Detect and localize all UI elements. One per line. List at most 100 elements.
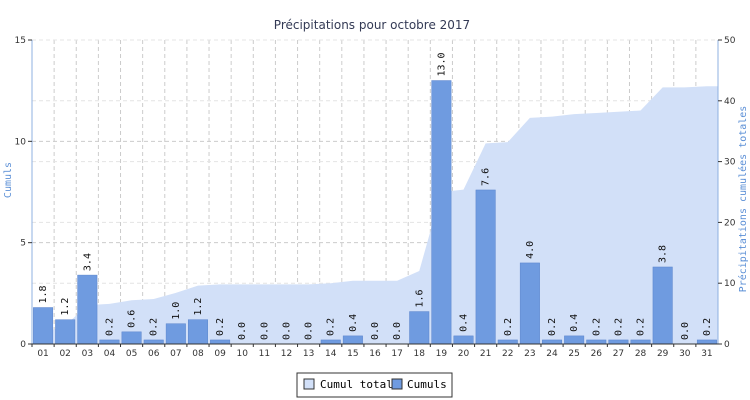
x-tick-label: 26: [591, 349, 603, 359]
bar-18: [409, 311, 430, 345]
x-tick-label: 29: [657, 349, 669, 359]
value-label-24: 0.2: [547, 318, 558, 336]
value-label-08: 1.2: [193, 298, 204, 316]
value-label-18: 1.6: [414, 290, 425, 308]
value-label-31: 0.2: [702, 318, 713, 336]
x-tick-label: 18: [414, 349, 426, 359]
bar-29: [652, 266, 673, 345]
value-label-25: 0.4: [569, 314, 580, 332]
y2-tick-label: 10: [724, 279, 736, 289]
value-label-29: 3.8: [658, 245, 669, 263]
value-label-01: 1.8: [38, 285, 49, 303]
cumul-total-area: [32, 86, 718, 344]
legend: Cumul total Cumuls: [296, 372, 453, 398]
bar-08: [187, 319, 208, 345]
y-tick-label: 5: [20, 239, 26, 249]
x-tick-label: 07: [170, 349, 181, 359]
value-label-03: 3.4: [82, 253, 93, 271]
x-tick-label: 12: [281, 349, 292, 359]
bar-25: [564, 335, 585, 345]
value-label-11: 0.0: [259, 322, 270, 340]
value-label-09: 0.2: [215, 318, 226, 336]
value-label-21: 7.6: [481, 168, 492, 186]
x-tick-label: 14: [325, 349, 337, 359]
x-tick-label: 30: [679, 349, 691, 359]
bar-01: [33, 307, 54, 345]
value-label-02: 1.2: [60, 298, 71, 316]
legend-box: [296, 372, 453, 398]
y2-tick-label: 0: [724, 340, 730, 350]
x-tick-label: 25: [568, 349, 579, 359]
x-tick-label: 23: [524, 349, 535, 359]
bar-05: [121, 331, 142, 345]
bar-24: [542, 339, 563, 345]
x-tick-label: 16: [369, 349, 381, 359]
bar-20: [453, 335, 474, 345]
x-tick-label: 04: [104, 349, 116, 359]
value-label-10: 0.0: [237, 322, 248, 340]
y2-axis-title: Précipitations cumulées totales: [737, 106, 749, 293]
value-label-23: 4.0: [525, 241, 536, 259]
bar-02: [55, 319, 76, 345]
x-tick-label: 03: [82, 349, 93, 359]
y2-tick-label: 40: [724, 97, 736, 107]
y-tick-label: 15: [15, 36, 26, 46]
x-tick-label: 09: [214, 349, 226, 359]
value-label-17: 0.0: [392, 322, 403, 340]
value-label-12: 0.0: [281, 322, 292, 340]
bar-07: [165, 323, 186, 345]
x-tick-label: 20: [458, 349, 470, 359]
value-label-04: 0.2: [104, 318, 115, 336]
value-label-14: 0.2: [326, 318, 337, 336]
x-tick-label: 02: [59, 349, 70, 359]
value-label-19: 13.0: [436, 52, 447, 76]
bar-28: [630, 339, 651, 345]
value-label-13: 0.0: [304, 322, 315, 340]
x-tick-label: 10: [236, 349, 248, 359]
legend-label-cumuls: Cumuls: [407, 378, 447, 391]
x-tick-label: 24: [546, 349, 558, 359]
x-tick-label: 08: [192, 349, 204, 359]
chart-title: Précipitations pour octobre 2017: [274, 18, 470, 32]
value-label-26: 0.2: [591, 318, 602, 336]
value-label-28: 0.2: [636, 318, 647, 336]
bar-09: [210, 339, 231, 345]
bar-14: [320, 339, 341, 345]
bar-23: [519, 262, 540, 345]
bar-27: [608, 339, 629, 345]
bar-22: [497, 339, 518, 345]
value-label-30: 0.0: [680, 322, 691, 340]
bar-26: [586, 339, 607, 345]
y2-tick-label: 30: [724, 158, 736, 168]
value-label-07: 1.0: [171, 302, 182, 320]
legend-swatch-cumul-total: [303, 378, 315, 390]
x-tick-label: 11: [259, 349, 270, 359]
y-tick-label: 0: [20, 340, 26, 350]
bar-31: [696, 339, 717, 345]
x-tick-label: 17: [391, 349, 402, 359]
x-tick-label: 05: [126, 349, 137, 359]
y-tick-label: 10: [15, 137, 27, 147]
x-tick-label: 06: [148, 349, 160, 359]
bar-21: [475, 189, 496, 345]
bar-03: [77, 274, 98, 345]
cumulative-area: [32, 86, 718, 344]
x-tick-label: 28: [635, 349, 647, 359]
bar-04: [99, 339, 120, 345]
x-tick-label: 13: [303, 349, 314, 359]
y2-tick-label: 50: [724, 36, 736, 46]
x-tick-label: 21: [480, 349, 491, 359]
x-tick-label: 19: [436, 349, 448, 359]
legend-swatch-cumuls: [391, 378, 403, 390]
bar-19: [431, 80, 452, 345]
value-label-16: 0.0: [370, 322, 381, 340]
value-label-05: 0.6: [127, 310, 138, 328]
value-label-22: 0.2: [503, 318, 514, 336]
x-tick-label: 31: [701, 349, 712, 359]
bar-06: [143, 339, 164, 345]
y-axis-title: Cumuls: [3, 162, 14, 198]
x-tick-label: 15: [347, 349, 358, 359]
